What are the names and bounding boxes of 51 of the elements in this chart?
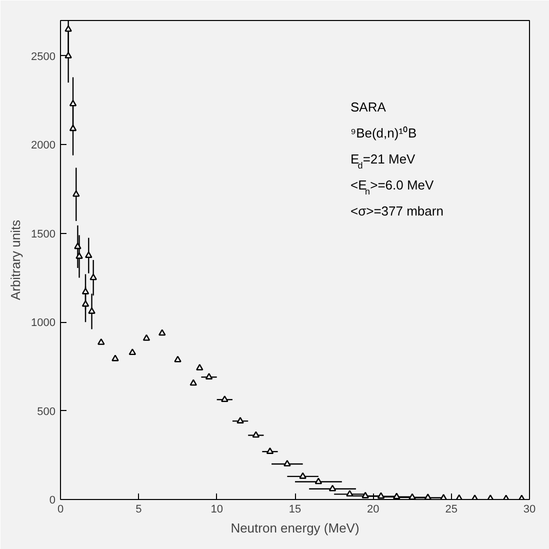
annotation: <σ>=377 mbarn xyxy=(350,204,444,218)
point xyxy=(128,348,136,355)
point xyxy=(284,460,291,466)
point xyxy=(88,307,96,314)
point xyxy=(190,379,198,386)
point xyxy=(64,52,72,58)
point xyxy=(72,190,80,197)
y-tick-label: 500 xyxy=(37,406,56,418)
point xyxy=(392,492,400,500)
point xyxy=(82,288,90,294)
point xyxy=(84,251,92,258)
y-tick-label: 0 xyxy=(49,494,56,506)
point xyxy=(299,472,306,479)
point xyxy=(69,100,77,106)
point xyxy=(362,492,369,498)
point xyxy=(142,334,150,341)
x-tick-label: 10 xyxy=(210,504,223,516)
point xyxy=(252,431,260,438)
point xyxy=(266,447,274,454)
point xyxy=(90,274,97,280)
x-tick-label: 20 xyxy=(367,504,380,516)
point xyxy=(112,354,119,362)
point xyxy=(76,252,83,259)
x-tick-label: 25 xyxy=(445,504,458,516)
point xyxy=(64,25,72,32)
point xyxy=(328,484,336,492)
y-tick-label: 1000 xyxy=(31,317,56,330)
y-axis-title: Arbitrary units xyxy=(8,219,24,300)
point xyxy=(74,242,82,250)
point xyxy=(205,372,213,380)
point xyxy=(174,356,182,362)
x-tick-label: 0 xyxy=(57,504,64,516)
y-tick-label: 2000 xyxy=(31,140,56,152)
point xyxy=(196,364,204,370)
point xyxy=(69,124,77,132)
point xyxy=(82,300,90,307)
point xyxy=(346,490,354,497)
point xyxy=(236,416,244,424)
point xyxy=(314,478,322,484)
x-axis-title: Neutron energy (MeV) xyxy=(230,520,360,536)
annotation: SARA xyxy=(350,100,386,114)
y-tick-label: 2500 xyxy=(31,50,56,63)
x-tick-label: 15 xyxy=(288,504,302,516)
point xyxy=(97,338,105,345)
y-tick-label: 1500 xyxy=(31,228,56,240)
annotation: ⁹Be(d,n)¹⁰B xyxy=(350,126,417,140)
point xyxy=(377,492,385,499)
x-tick-label: 30 xyxy=(523,504,536,516)
point xyxy=(158,329,166,336)
point xyxy=(221,396,228,402)
x-tick-label: 5 xyxy=(136,504,142,516)
